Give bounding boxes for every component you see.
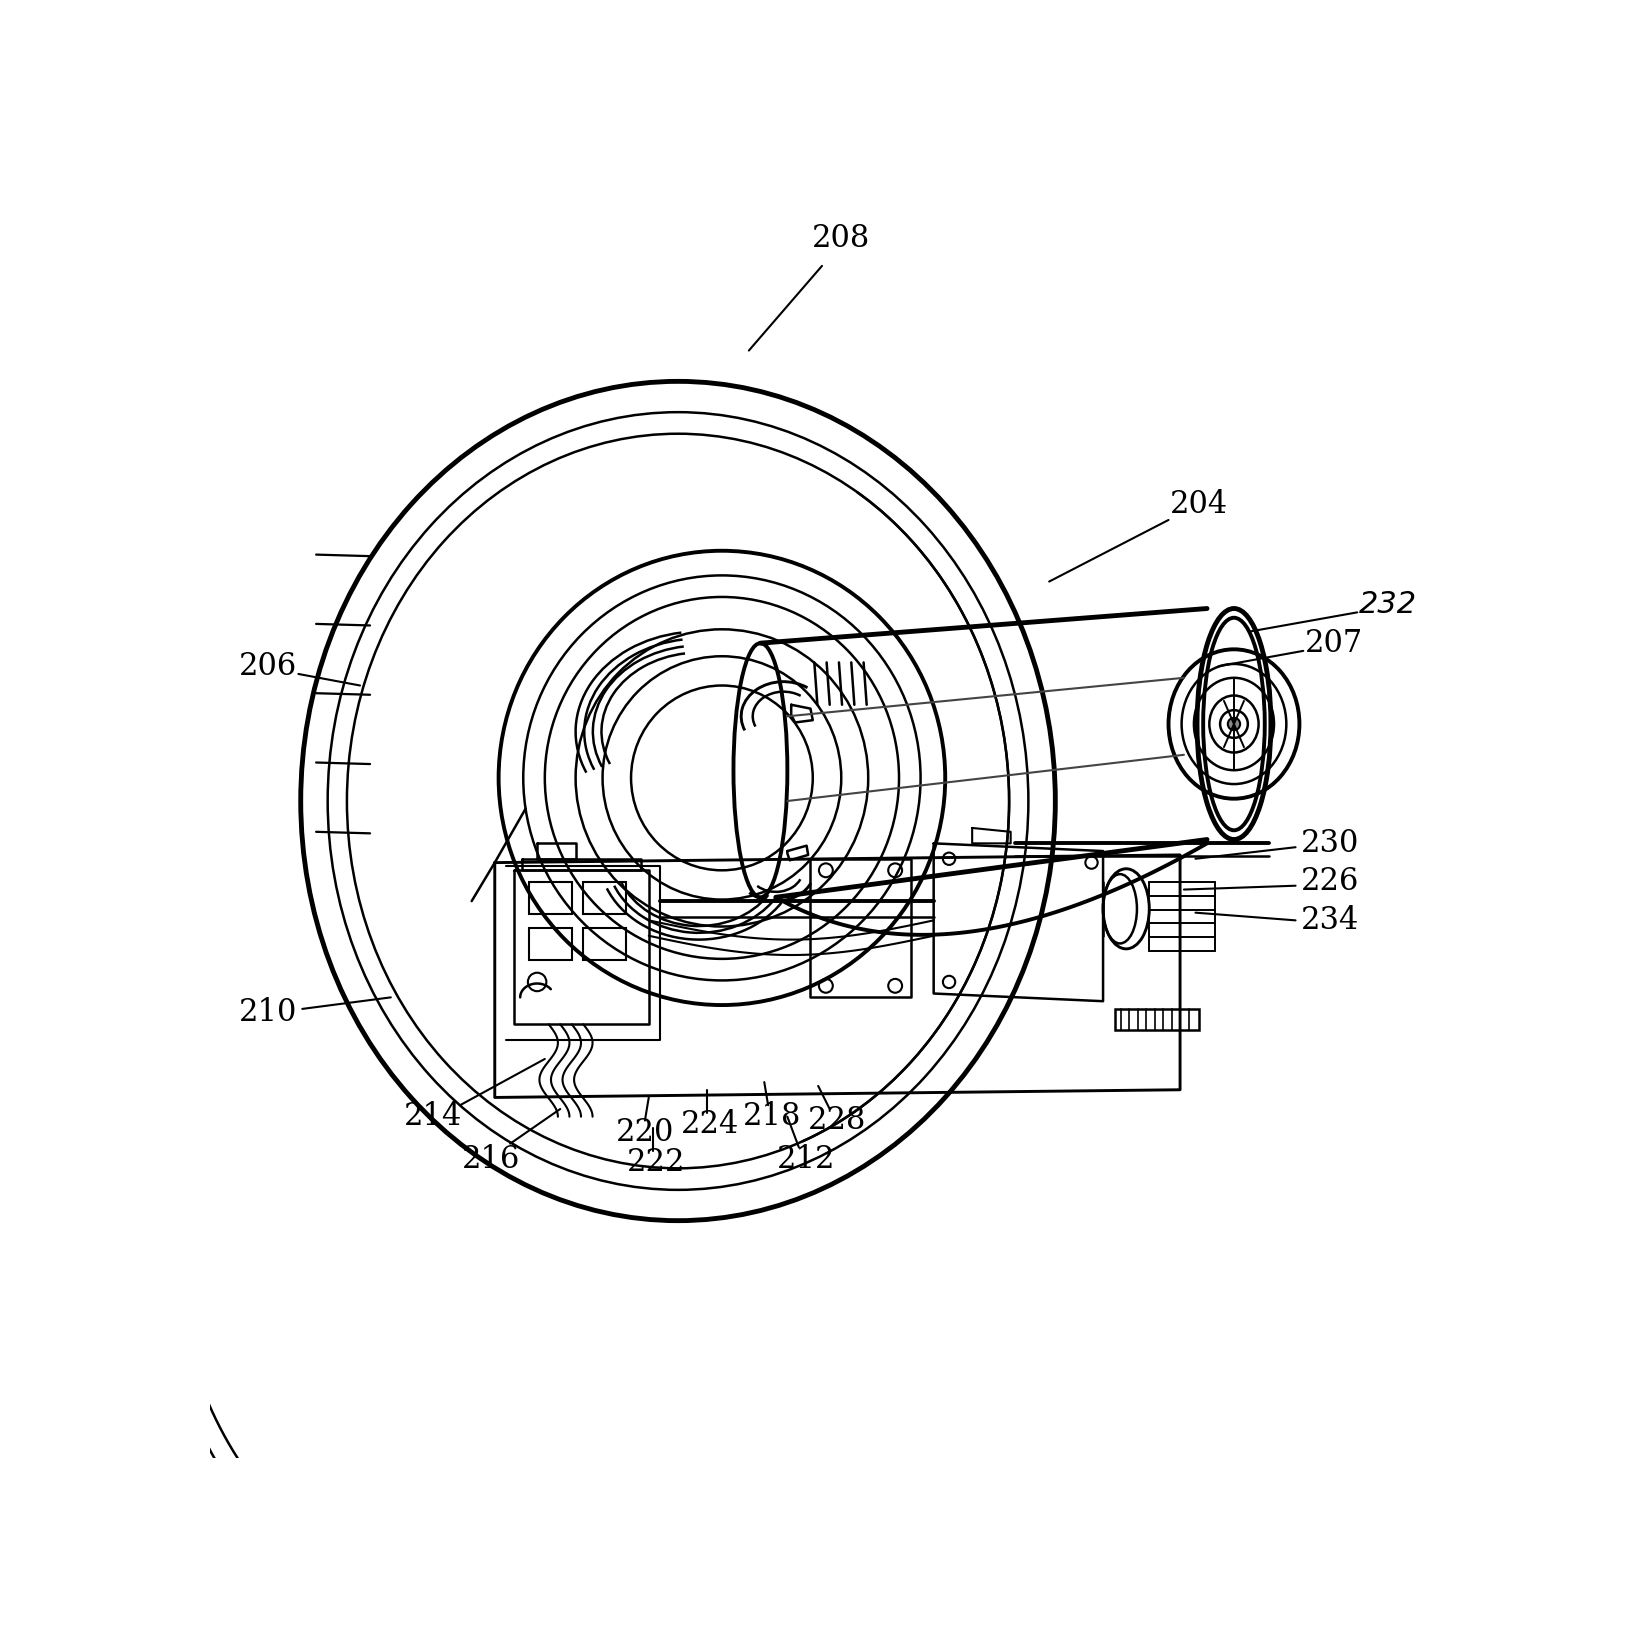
Text: 210: 210 [239,998,296,1029]
Text: 206: 206 [239,650,296,681]
Text: 226: 226 [1300,867,1360,898]
Text: 207: 207 [1305,627,1363,658]
Text: 214: 214 [403,1101,463,1132]
Text: 224: 224 [681,1109,739,1140]
Bar [530,881,571,914]
Text: 230: 230 [1300,827,1360,858]
Text: 218: 218 [742,1101,802,1132]
Text: 212: 212 [777,1143,836,1174]
Bar [530,929,571,960]
Text: 208: 208 [811,223,871,254]
Text: 222: 222 [627,1147,686,1178]
Text: 228: 228 [808,1106,866,1137]
Text: 204: 204 [1170,490,1228,519]
Bar [1114,1009,1200,1030]
Text: 232: 232 [1360,590,1417,619]
Text: 216: 216 [463,1143,520,1174]
Circle shape [1228,717,1239,731]
Text: 220: 220 [616,1117,675,1148]
Bar [583,881,625,914]
Text: 234: 234 [1300,904,1360,935]
Bar [583,929,625,960]
